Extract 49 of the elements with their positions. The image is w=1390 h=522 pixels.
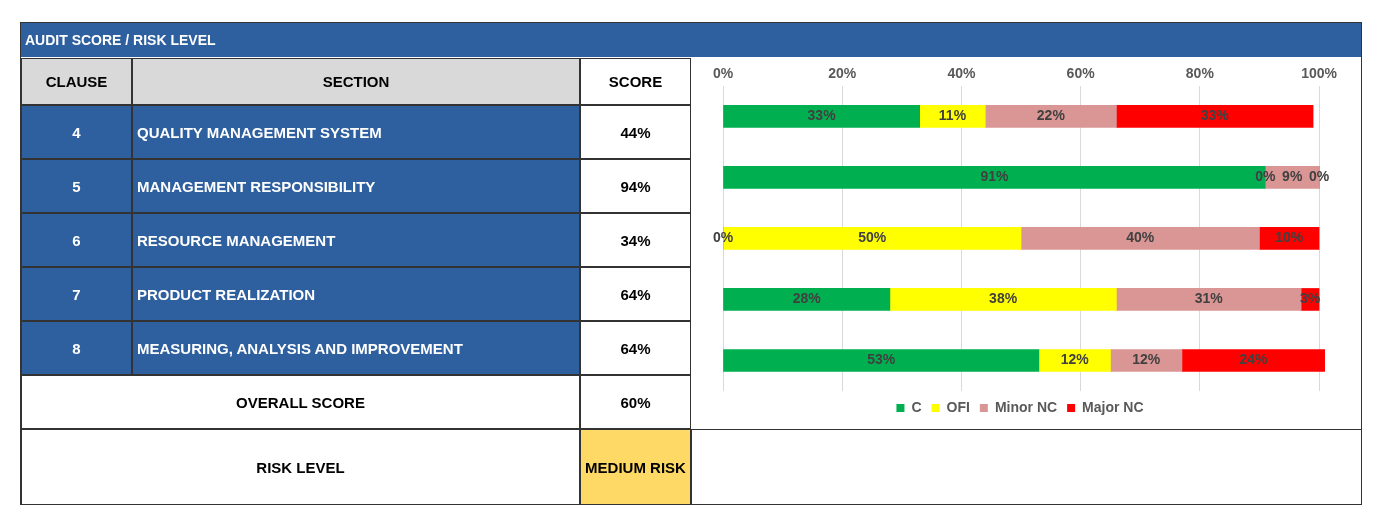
data-label: 53% bbox=[867, 351, 896, 368]
data-label: 33% bbox=[1200, 107, 1230, 124]
text: 64% bbox=[580, 321, 691, 375]
x-tick-label: 80% bbox=[1185, 65, 1215, 82]
data-label: 9% bbox=[1282, 168, 1303, 185]
data-label: 91% bbox=[980, 168, 1009, 185]
text: RESOURCE MANAGEMENT bbox=[132, 213, 580, 267]
data-label: 12% bbox=[1132, 351, 1161, 368]
data-label: 12% bbox=[1060, 351, 1090, 368]
x-tick-label: 40% bbox=[947, 65, 976, 82]
data-label: 24% bbox=[1239, 351, 1269, 368]
text: 64% bbox=[580, 267, 691, 321]
text: MANAGEMENT RESPONSIBILITY bbox=[132, 159, 580, 213]
data-label: 33% bbox=[807, 107, 837, 124]
data-label: 22% bbox=[1036, 107, 1066, 124]
text: 94% bbox=[580, 159, 691, 213]
text: CLAUSE bbox=[21, 58, 132, 105]
legend-label: OFI bbox=[946, 398, 970, 415]
text: 5 bbox=[21, 159, 132, 213]
legend-label: Major NC bbox=[1082, 398, 1144, 415]
x-tick-label: 0% bbox=[712, 65, 734, 82]
data-label: 11% bbox=[938, 107, 967, 124]
data-label: 10% bbox=[1275, 229, 1304, 246]
data-label: 50% bbox=[858, 229, 887, 246]
text: OVERALL SCORE bbox=[21, 375, 580, 429]
data-label: 31% bbox=[1194, 290, 1224, 307]
text: MEDIUM RISK bbox=[580, 429, 691, 505]
text: SCORE bbox=[580, 58, 691, 105]
text: AUDIT SCORE / RISK LEVEL bbox=[21, 23, 1361, 57]
text: 7 bbox=[21, 267, 132, 321]
text: QUALITY MANAGEMENT SYSTEM bbox=[132, 105, 580, 159]
text: MEASURING, ANALYSIS AND IMPROVEMENT bbox=[132, 321, 580, 375]
text: 6 bbox=[21, 213, 132, 267]
x-tick-label: 60% bbox=[1066, 65, 1096, 82]
text: RISK LEVEL bbox=[21, 429, 580, 505]
text: 34% bbox=[580, 213, 691, 267]
text: SECTION bbox=[132, 58, 580, 105]
text: PRODUCT REALIZATION bbox=[132, 267, 580, 321]
x-tick-label: 100% bbox=[1301, 65, 1338, 82]
text: 4 bbox=[21, 105, 132, 159]
data-label: 40% bbox=[1126, 229, 1155, 246]
data-label: 38% bbox=[989, 290, 1018, 307]
text: 44% bbox=[580, 105, 691, 159]
data-label: 28% bbox=[792, 290, 822, 307]
text: 8 bbox=[21, 321, 132, 375]
legend-label: C bbox=[911, 398, 922, 415]
text: 60% bbox=[580, 375, 691, 429]
x-tick-label: 20% bbox=[828, 65, 857, 82]
legend-label: Minor NC bbox=[994, 398, 1058, 415]
